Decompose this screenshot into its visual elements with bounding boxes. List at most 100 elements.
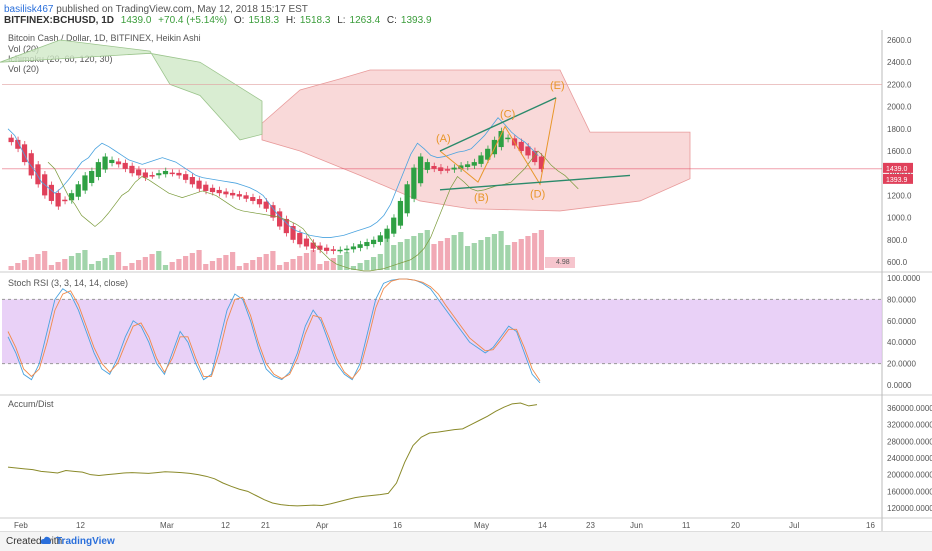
candle-body <box>417 156 424 184</box>
candle-body <box>68 193 75 201</box>
candle-body <box>377 235 383 242</box>
time-tick-8: 14 <box>538 521 547 530</box>
candle-body <box>203 184 209 191</box>
candle-body <box>189 177 195 185</box>
candle-body <box>21 144 28 163</box>
volume-bar <box>68 256 75 270</box>
volume-bar <box>404 239 410 270</box>
time-tick-4: 21 <box>261 521 270 530</box>
ichimoku-cloud-green <box>0 39 263 141</box>
price-tick-3: 2000.0 <box>887 103 912 112</box>
candle-body <box>431 165 437 169</box>
volume-bar <box>391 245 397 270</box>
candle-body <box>498 131 504 148</box>
volume-bar <box>162 265 169 270</box>
volume-bar <box>109 255 115 270</box>
volume-bar <box>364 260 370 270</box>
legend-stoch: Stoch RSI (3, 3, 14, 14, close) <box>8 278 129 288</box>
price-tick-10: 600.0 <box>887 258 908 267</box>
chart-canvas[interactable]: (A)(B)(C)(D)(E)4.982600.02400.02200.0200… <box>0 0 932 531</box>
candle-body <box>223 191 229 195</box>
volume-bar <box>203 264 209 270</box>
volume-bar <box>136 260 142 270</box>
candle-body <box>270 205 276 218</box>
candle-body <box>55 192 61 207</box>
stoch-tick-5: 0.0000 <box>887 381 912 390</box>
volume-bar <box>129 263 135 270</box>
volume-bar <box>498 231 504 270</box>
volume-bar <box>236 266 242 270</box>
candle-body <box>183 174 189 180</box>
volume-bar <box>250 260 256 270</box>
volume-bar <box>243 263 249 270</box>
volume-bar <box>471 243 477 270</box>
candle-body <box>370 239 377 245</box>
volume-bar <box>42 251 48 270</box>
stoch-tick-3: 40.0000 <box>887 338 916 347</box>
volume-bar <box>350 266 357 270</box>
volume-bar <box>270 251 276 270</box>
candle-body <box>102 156 108 170</box>
candle-body <box>323 247 330 251</box>
volume-bar <box>478 240 484 270</box>
volume-bar <box>142 257 148 270</box>
candle-body <box>136 169 142 176</box>
footer-bar: Created with TradingView <box>0 531 932 551</box>
stoch-tick-2: 60.0000 <box>887 317 916 326</box>
candle-body <box>115 161 122 165</box>
candle-body <box>162 170 169 175</box>
wave-label-3: (D) <box>530 189 545 201</box>
author-link[interactable]: basilisk467 <box>4 4 54 15</box>
volume-bar <box>297 256 303 270</box>
volume-bar <box>303 253 310 270</box>
candle-body <box>142 172 148 178</box>
volume-bar <box>464 246 471 270</box>
time-tick-1: 12 <box>76 521 85 530</box>
candle-body <box>149 175 155 177</box>
volume-bar <box>451 235 457 270</box>
ad-tick-2: 280000.0000 <box>887 437 932 446</box>
volume-bar <box>370 257 377 270</box>
volume-bar <box>330 258 336 270</box>
candle-body <box>82 175 88 191</box>
ad-tick-5: 160000.0000 <box>887 487 932 496</box>
candle-body <box>89 170 95 183</box>
volume-bar <box>115 252 122 270</box>
time-tick-13: Jul <box>789 521 799 530</box>
wave-label-0: (A) <box>436 133 451 145</box>
time-tick-2: Mar <box>160 521 174 530</box>
volume-bar <box>532 233 538 270</box>
candle-body <box>384 228 390 239</box>
volume-bar <box>438 241 444 270</box>
volume-badge-bg <box>545 257 575 268</box>
lower-trendline <box>439 174 631 191</box>
stoch-tick-0: 100.0000 <box>887 274 921 283</box>
candle-body <box>317 245 323 250</box>
volume-bar <box>505 245 511 270</box>
candle-body <box>491 139 498 155</box>
ad-tick-1: 320000.0000 <box>887 421 932 430</box>
time-tick-10: Jun <box>630 521 643 530</box>
volume-bar <box>55 262 61 270</box>
tradingview-brand[interactable]: TradingView <box>56 536 115 547</box>
candle-body <box>216 189 222 194</box>
candle-body <box>404 184 410 214</box>
legend-vol: Vol (20) <box>8 44 40 54</box>
volume-bar <box>397 242 404 270</box>
volume-bar <box>377 254 383 270</box>
stoch-tick-1: 80.0000 <box>887 295 916 304</box>
time-tick-7: May <box>474 521 489 530</box>
candle-body <box>277 211 283 227</box>
stoch-k-line <box>7 278 541 384</box>
close-value: 1393.9 <box>400 15 432 26</box>
volume-bar <box>511 242 518 270</box>
volume-bar <box>344 252 350 270</box>
volume-bar <box>196 250 202 270</box>
candle-body <box>532 150 538 163</box>
created-with-text: Created with <box>6 536 63 547</box>
volume-bar <box>310 250 316 270</box>
candle-body <box>350 246 357 250</box>
volume-bar <box>317 264 323 270</box>
ad-tick-6: 120000.0000 <box>887 504 932 513</box>
time-tick-6: 16 <box>393 521 402 530</box>
